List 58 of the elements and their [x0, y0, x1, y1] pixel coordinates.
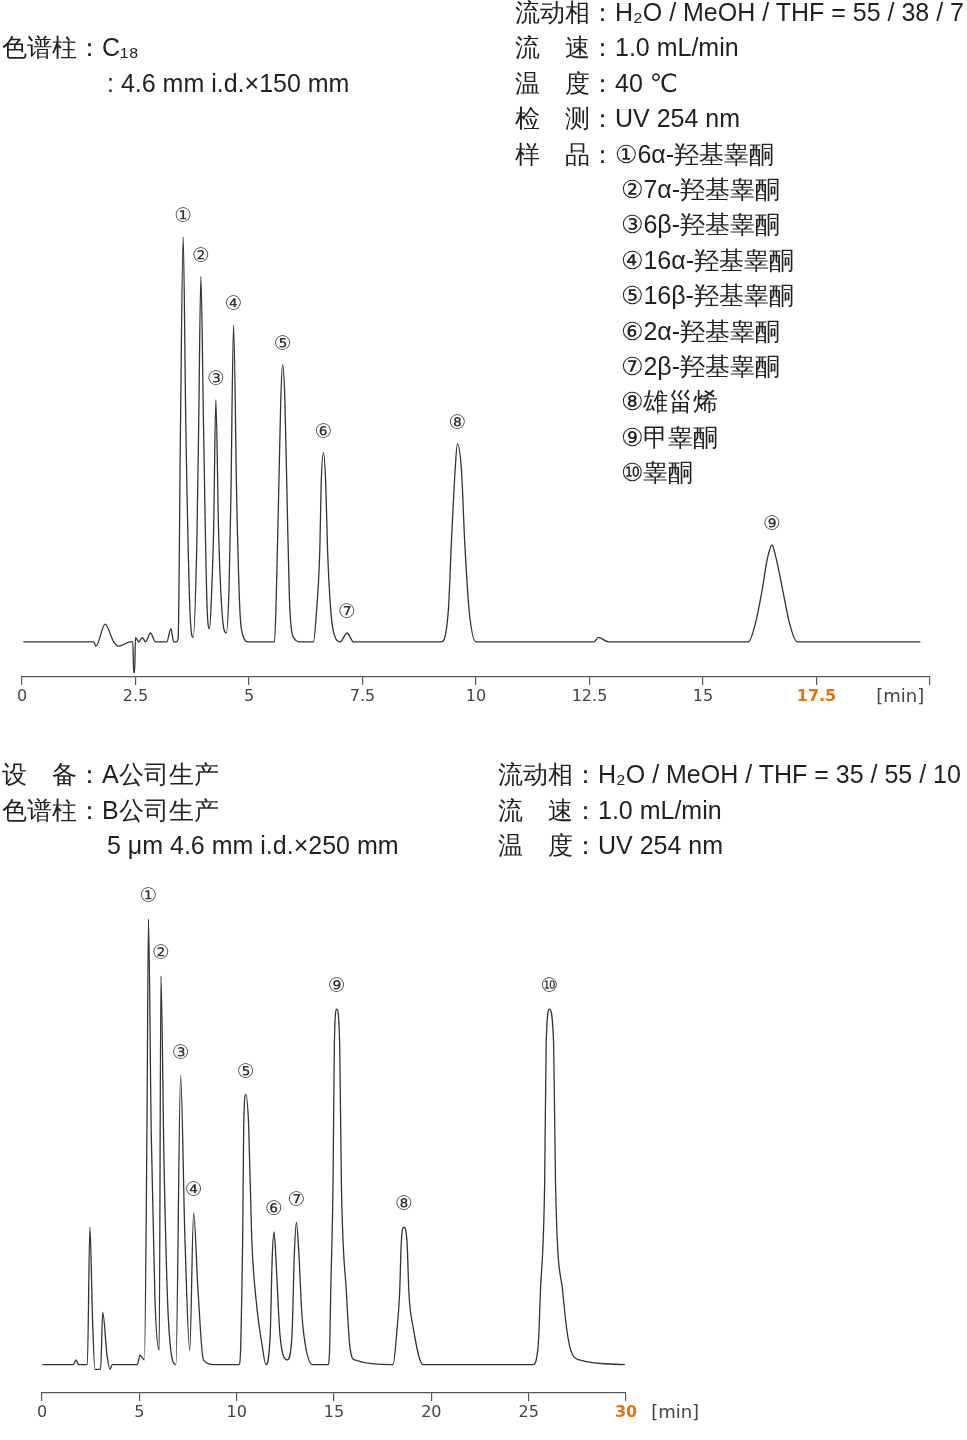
text: 设 备：A公司生产 — [2, 760, 219, 788]
annotation: ⑤ — [273, 330, 292, 355]
annotation: ④ — [184, 1177, 203, 1202]
annotation: ① — [174, 203, 193, 228]
annotation: ⑥ — [314, 418, 333, 443]
text: ②7α-羟基睾酮 — [621, 175, 781, 203]
annotation: ② — [151, 940, 170, 965]
text: 流动相：H₂O / MeOH / THF = 35 / 55 / 10 — [498, 760, 961, 788]
x-tick-label: 12.5 — [571, 686, 608, 706]
text: : 4.6 mm i.d.×150 mm — [107, 68, 350, 97]
annotation: ⑨ — [763, 511, 781, 536]
annotation: ⑩睾酮 — [621, 458, 694, 487]
x-tick-label: 17.5 — [796, 686, 837, 706]
annotation: ⑥ — [265, 1196, 284, 1221]
annotation: ⑧ — [448, 410, 467, 434]
annotation: ⑨ — [327, 973, 346, 998]
x-tick-label: 10 — [226, 1402, 247, 1422]
x-tick-label: 5 — [243, 686, 255, 706]
annotation: ② — [191, 242, 210, 267]
text: 流 速：1.0 mL/min — [498, 795, 722, 824]
x-tick-label: 25 — [518, 1402, 539, 1422]
x-axis-title: [min] — [651, 1400, 700, 1422]
annotation: ⑨甲睾酮 — [621, 422, 719, 451]
annotation: ④16α-羟基睾酮 — [621, 245, 794, 274]
text: 检 测：UV 254 nm — [515, 104, 741, 133]
annotation: ③6β-羟基睾酮 — [621, 210, 781, 239]
x-tick-label: 7.5 — [349, 686, 376, 706]
annotation: ⑦ — [287, 1186, 306, 1211]
x-tick-label: 15 — [323, 1402, 345, 1422]
x-tick-label: 30 — [614, 1402, 638, 1422]
annotation: ⑩ — [540, 973, 559, 998]
text: 温 度：UV 254 nm — [498, 831, 724, 859]
annotation: ① — [139, 883, 158, 908]
annotation: ⑥2α-羟基睾酮 — [621, 316, 781, 345]
x-tick-label: 2.5 — [122, 686, 149, 706]
annotation: ⑦ — [338, 599, 357, 624]
x-tick-label: 15 — [692, 686, 714, 706]
x-tick-label: 10 — [465, 686, 487, 706]
annotation: ③ — [206, 366, 225, 390]
annotation: ⑤ — [236, 1058, 255, 1083]
text: 5 μm 4.6 mm i.d.×250 mm — [107, 831, 399, 859]
x-tick-label: 0 — [36, 1402, 48, 1422]
x-tick-label: 20 — [421, 1402, 442, 1422]
x-tick-label: 0 — [16, 686, 28, 706]
text: 样 品：①6α-羟基睾酮 — [515, 139, 775, 168]
annotation: ⑦2β-羟基睾酮 — [621, 352, 781, 380]
text: 流动相：H₂O / MeOH / THF = 55 / 38 / 7 — [515, 0, 964, 26]
annotation: ⑧雄甾烯 — [621, 387, 719, 416]
x-axis-title: [min] — [876, 684, 925, 706]
annotation: ③ — [171, 1039, 190, 1064]
text: 温 度：40 ℃ — [515, 68, 678, 97]
text: 色谱柱：C₁₈ — [2, 33, 139, 62]
text: 流 速：1.0 mL/min — [515, 33, 739, 62]
x-tick-label: 5 — [134, 1402, 145, 1422]
annotation: ⑤16β-羟基睾酮 — [621, 281, 794, 310]
annotation: ⑧ — [394, 1191, 413, 1216]
text: 色谱柱：B公司生产 — [2, 795, 219, 824]
annotation: ④ — [224, 291, 243, 316]
